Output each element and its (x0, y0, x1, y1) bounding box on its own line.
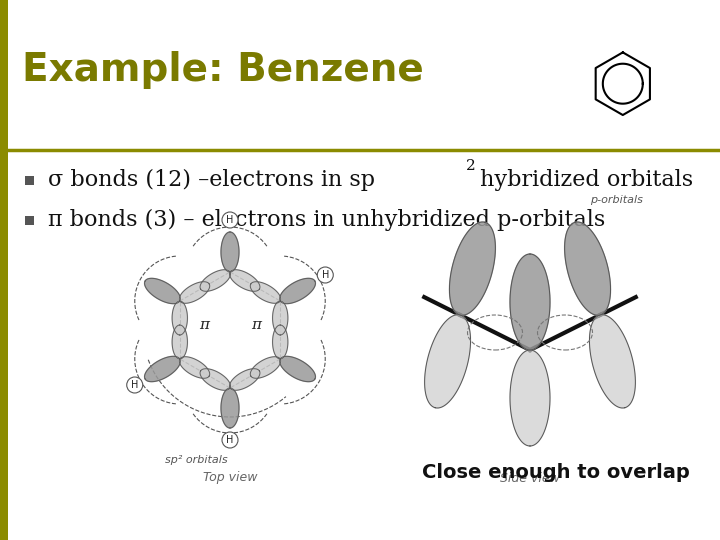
Polygon shape (179, 282, 210, 303)
Text: π: π (199, 318, 209, 332)
Text: Example: Benzene: Example: Benzene (22, 51, 424, 89)
Text: H: H (322, 270, 329, 280)
Polygon shape (230, 369, 260, 390)
Polygon shape (279, 356, 315, 382)
Text: p-orbitals: p-orbitals (590, 195, 643, 205)
Polygon shape (251, 282, 281, 303)
Polygon shape (145, 356, 180, 382)
Text: hybridized orbitals: hybridized orbitals (473, 169, 693, 191)
Text: Side view: Side view (500, 471, 560, 484)
Polygon shape (279, 278, 315, 303)
Text: π: π (251, 318, 261, 332)
Polygon shape (251, 357, 281, 379)
Circle shape (222, 212, 238, 228)
Polygon shape (564, 222, 611, 315)
Polygon shape (179, 357, 210, 379)
Circle shape (222, 432, 238, 448)
Text: π bonds (3) – electrons in unhybridized p-orbitals: π bonds (3) – electrons in unhybridized … (48, 209, 606, 231)
Polygon shape (230, 269, 260, 291)
Circle shape (127, 377, 143, 393)
Polygon shape (145, 278, 180, 303)
Text: H: H (226, 215, 234, 225)
Bar (25, 215, 34, 225)
Polygon shape (200, 269, 230, 291)
Polygon shape (273, 301, 288, 335)
Text: σ bonds (12) –electrons in sp: σ bonds (12) –electrons in sp (48, 169, 375, 191)
Bar (25, 176, 34, 185)
Polygon shape (510, 350, 550, 446)
Polygon shape (510, 254, 550, 350)
Text: sp² orbitals: sp² orbitals (165, 455, 228, 465)
Polygon shape (172, 325, 187, 359)
Text: 2: 2 (466, 159, 476, 173)
Polygon shape (221, 232, 239, 272)
Polygon shape (590, 315, 635, 408)
Polygon shape (449, 222, 495, 315)
Polygon shape (221, 388, 239, 428)
Text: Top view: Top view (203, 471, 257, 484)
Bar (0, 0, 8, 540)
Polygon shape (200, 369, 230, 390)
Polygon shape (273, 325, 288, 359)
Text: Close enough to overlap: Close enough to overlap (422, 462, 690, 482)
Polygon shape (425, 315, 471, 408)
Text: H: H (226, 435, 234, 445)
Polygon shape (172, 301, 187, 335)
Text: H: H (131, 380, 138, 390)
Circle shape (318, 267, 333, 283)
